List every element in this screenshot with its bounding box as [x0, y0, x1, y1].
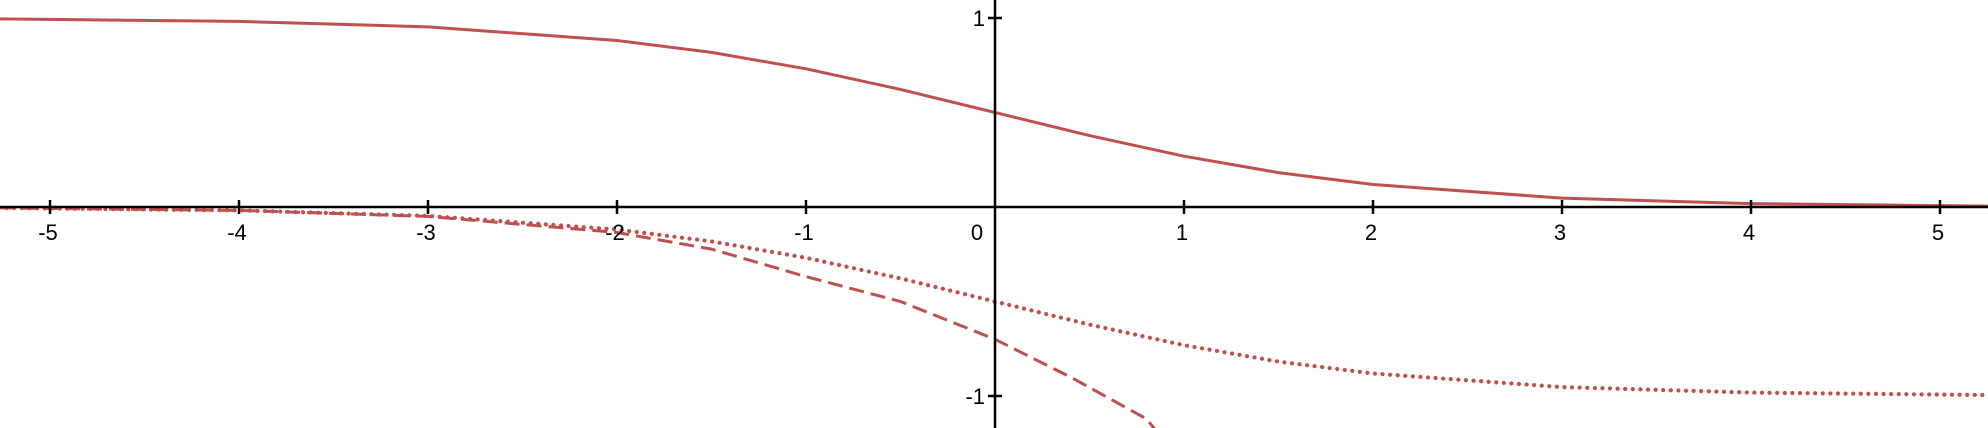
x-tick-label: 2 — [1365, 220, 1377, 245]
y-tick-label: -1 — [965, 384, 985, 409]
x-tick-label: -1 — [794, 220, 814, 245]
y-ticks: 1 -1 — [965, 6, 1002, 409]
x-tick-label: -5 — [38, 220, 58, 245]
x-tick-label: 3 — [1554, 220, 1566, 245]
series-dashed-line — [0, 206, 1156, 428]
x-tick-label: -4 — [227, 220, 247, 245]
x-tick-label: 5 — [1932, 220, 1944, 245]
x-tick-label: 0 — [971, 220, 983, 245]
x-ticks: -5 -4 -3 -2 -1 0 1 2 3 4 5 — [38, 200, 1944, 245]
x-tick-label: 4 — [1743, 220, 1755, 245]
x-tick-label: 1 — [1176, 220, 1188, 245]
x-tick-label: -2 — [605, 220, 625, 245]
y-tick-label: 1 — [973, 6, 985, 31]
x-tick-label: -3 — [416, 220, 436, 245]
